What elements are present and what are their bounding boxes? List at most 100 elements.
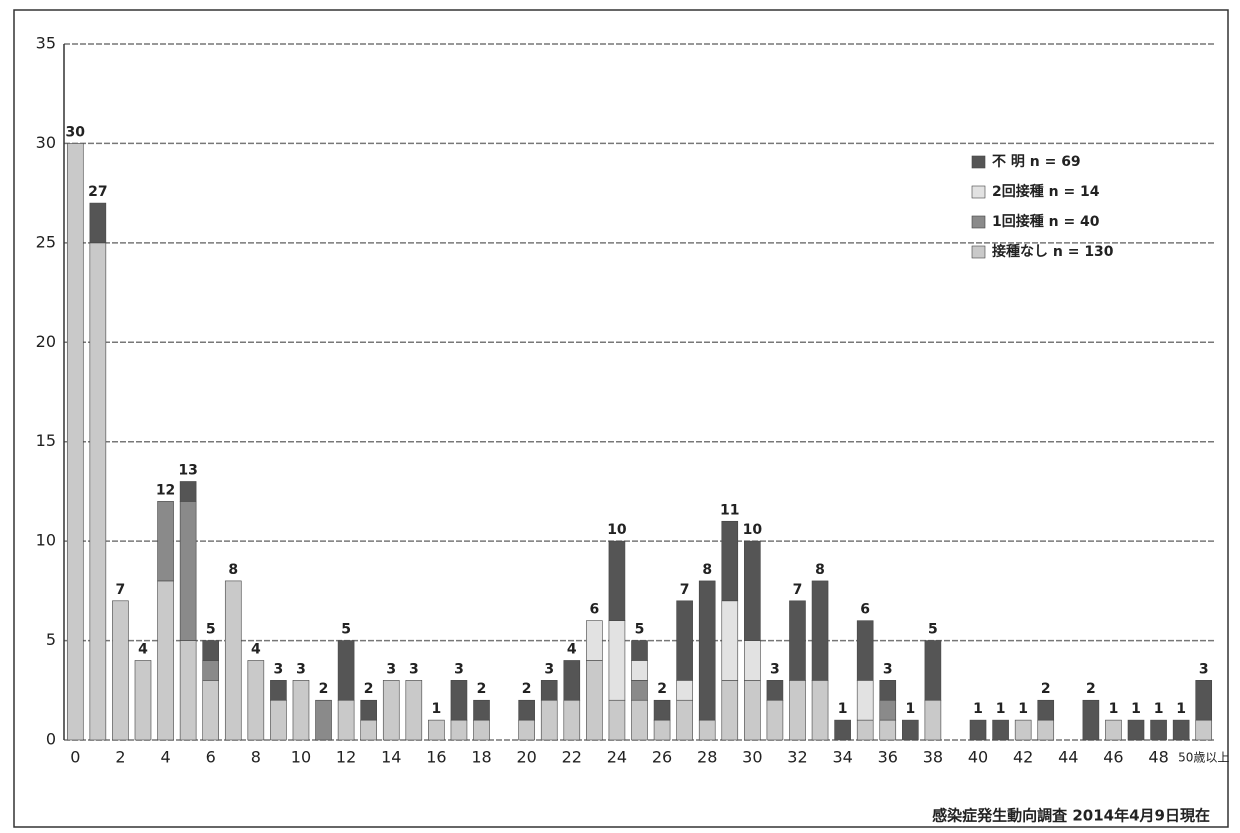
bar-segment [1195, 680, 1213, 721]
value-label: 8 [702, 562, 712, 578]
value-label: 10 [607, 522, 627, 538]
bar-segment [1105, 719, 1122, 741]
bar-segment [924, 699, 942, 741]
bar-segment [540, 680, 558, 701]
bar-segment [1014, 719, 1032, 741]
value-label: 1 [1109, 701, 1119, 717]
bar-segment [202, 640, 219, 661]
value-label: 3 [274, 661, 284, 677]
x-tick-label: 42 [1013, 748, 1033, 767]
bar-segment [112, 600, 129, 741]
bar-segment [382, 680, 400, 741]
y-tick-label: 5 [46, 630, 56, 649]
bar-segment [270, 699, 287, 741]
bar-segment [721, 600, 739, 681]
bar-segment [676, 680, 693, 701]
legend-label: 不 明 n = 69 [992, 154, 1081, 170]
x-tick-label: 10 [291, 748, 311, 767]
bar-segment [563, 660, 581, 701]
value-label: 7 [793, 582, 803, 598]
x-tick-label: 0 [70, 748, 80, 767]
bar-segment [631, 699, 648, 741]
frame [13, 9, 1229, 828]
x-tick-label: 20 [516, 748, 536, 767]
value-label: 7 [680, 582, 690, 598]
bar-segment [856, 719, 874, 741]
bar-segment [676, 699, 693, 741]
bar-segment [270, 680, 287, 701]
x-tick-label: 8 [251, 748, 261, 767]
bar-segment [473, 699, 490, 721]
bar-segment [744, 680, 761, 741]
bar-segment [157, 501, 174, 582]
x-tick-label: 6 [206, 748, 216, 767]
bar-segment [473, 719, 490, 741]
bar-segment [924, 640, 942, 701]
bar-segment [969, 719, 987, 741]
value-label: 3 [544, 661, 554, 677]
value-label: 11 [720, 502, 739, 518]
value-label: 3 [386, 661, 396, 677]
value-label: 2 [364, 681, 374, 697]
bar-segment [698, 719, 716, 741]
value-label: 5 [206, 622, 216, 638]
value-label: 4 [567, 641, 577, 657]
value-label: 1 [996, 701, 1006, 717]
bar-segment [834, 719, 851, 741]
value-label: 2 [1041, 681, 1051, 697]
bar-segment [1172, 719, 1190, 741]
bar-segment [292, 680, 310, 741]
bar-segment [631, 660, 648, 681]
value-label: 6 [589, 602, 599, 618]
bar-segment [428, 719, 445, 741]
bar-segment [360, 699, 377, 721]
value-label: 2 [522, 681, 532, 697]
x-tick-label: 44 [1058, 748, 1078, 767]
value-label: 1 [1176, 701, 1186, 717]
bar-segment [518, 719, 535, 741]
legend-swatch [971, 185, 986, 199]
value-label: 1 [432, 701, 442, 717]
value-label: 5 [635, 622, 645, 638]
bar-segment [698, 580, 716, 721]
bar-segment [631, 640, 648, 661]
bar-segment [653, 699, 671, 721]
bar-segment [179, 501, 197, 641]
value-label: 1 [1154, 701, 1164, 717]
bar-segment [1082, 699, 1100, 741]
x-tick-label: 32 [787, 748, 807, 767]
bar-segment [744, 540, 761, 641]
bar-segment [157, 580, 174, 741]
value-label: 8 [815, 562, 825, 578]
x-tick-label: 30 [742, 748, 762, 767]
value-label: 1 [973, 701, 983, 717]
y-tick-label: 35 [36, 34, 56, 53]
bar-segment [179, 481, 197, 502]
bar-segment [992, 719, 1009, 741]
bar-segment [608, 540, 626, 621]
bar-segment [134, 660, 152, 741]
bar-segment [653, 719, 671, 741]
value-label: 2 [657, 681, 667, 697]
value-label: 10 [743, 522, 763, 538]
bar-segment [360, 719, 377, 741]
bar-segment [224, 580, 242, 741]
x-tick-label: 38 [923, 748, 943, 767]
bar-segment [856, 620, 874, 681]
legend-label: 接種なし n = 130 [992, 243, 1114, 260]
bar-segment [744, 640, 761, 681]
y-tick-label: 25 [36, 232, 56, 251]
legend-swatch [971, 245, 986, 259]
bar-segment [1037, 699, 1055, 721]
value-label: 27 [88, 184, 107, 200]
source-note: 感染症発生動向調査 2014年4月9日現在 [932, 807, 1210, 825]
bar-segment [811, 680, 829, 741]
bar-segment [879, 680, 897, 701]
value-label: 3 [1199, 661, 1209, 677]
bar-segment [811, 580, 829, 681]
value-label: 2 [319, 681, 329, 697]
bar-segment [608, 620, 626, 701]
value-label: 30 [66, 124, 86, 140]
bar-segment [789, 600, 806, 681]
